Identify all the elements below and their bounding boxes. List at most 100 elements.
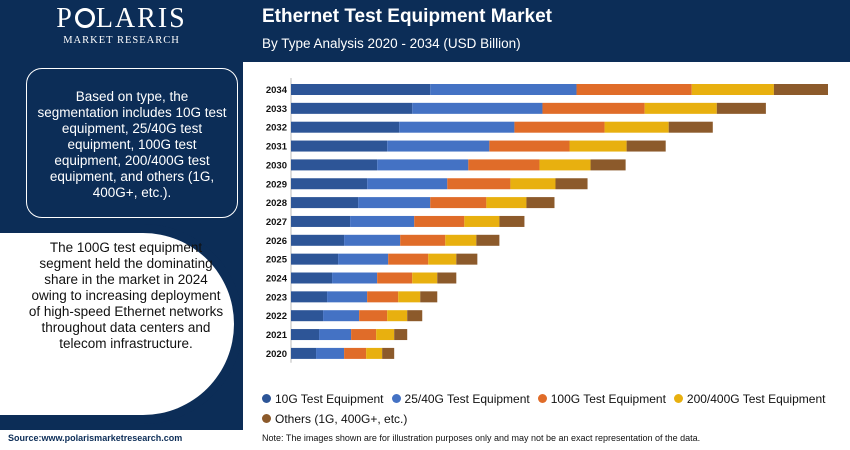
y-tick-label: 2026 — [266, 236, 287, 247]
bar-segment — [291, 329, 320, 341]
y-tick-label: 2027 — [266, 217, 287, 228]
legend-item: 200/400G Test Equipment — [673, 389, 826, 409]
bar-segment — [319, 329, 352, 341]
bar-segment — [668, 121, 713, 133]
bar-segment — [387, 310, 408, 322]
bar-segment — [626, 140, 666, 152]
bar-segment — [291, 102, 413, 114]
legend-label: 200/400G Test Equipment — [686, 392, 826, 406]
bar-segment — [499, 215, 525, 227]
bar-segment — [400, 234, 446, 246]
highlight-circle — [0, 224, 243, 424]
bar-segment — [291, 291, 328, 303]
brand-name: P LARIS — [56, 3, 187, 34]
legend-swatch — [262, 414, 271, 423]
footer — [0, 430, 850, 450]
bar-segment — [542, 102, 645, 114]
y-tick-label: 2031 — [266, 142, 288, 153]
bar-segment — [377, 272, 413, 284]
bar-segment — [445, 234, 477, 246]
y-tick-label: 2023 — [266, 292, 287, 303]
bar-segment — [366, 347, 383, 359]
y-tick-label: 2020 — [266, 349, 287, 360]
bar-segment — [367, 178, 448, 190]
bar-segment — [526, 197, 555, 209]
bar-segment — [291, 215, 351, 227]
legend-swatch — [537, 394, 547, 403]
bar-segment — [539, 159, 591, 171]
bar-segment — [327, 291, 368, 303]
legend-item: Others (1G, 400G+, etc.) — [262, 409, 407, 429]
bar-segment — [394, 329, 408, 341]
chart-legend: 10G Test Equipment 25/40G Test Equipment 1… — [262, 389, 842, 429]
legend-item: 10G Test Equipment — [262, 389, 384, 409]
bar-segment — [489, 140, 570, 152]
y-tick-label: 2028 — [266, 198, 287, 209]
bar-segment — [323, 310, 360, 322]
chart-area: 2034 2033 2032 2031 2030 2029 2028 2027 2026 2025… — [243, 62, 850, 430]
bar-segment — [407, 310, 423, 322]
y-tick-label: 2022 — [266, 311, 287, 322]
bar-segment — [569, 140, 627, 152]
bar-segment — [476, 234, 500, 246]
bar-segment — [291, 347, 317, 359]
bar-segment — [420, 291, 438, 303]
bar-segment — [291, 310, 324, 322]
bar-segment — [604, 121, 669, 133]
bar-segment — [344, 347, 367, 359]
source-text: Source:www.polarismarketresearch.com — [8, 433, 183, 443]
bar-segment — [344, 234, 401, 246]
bar-segment — [291, 140, 388, 152]
bar-segment — [576, 84, 692, 95]
legend-swatch — [262, 394, 271, 403]
brand-logo: P LARIS MARKET RESEARCH — [0, 4, 243, 48]
bar-segment — [291, 159, 378, 171]
bar-segment — [716, 102, 766, 114]
y-tick-label: 2024 — [266, 274, 288, 285]
y-tick-label: 2032 — [266, 123, 287, 134]
y-tick-label: 2034 — [266, 85, 288, 96]
legend-label: 100G Test Equipment — [550, 392, 666, 406]
bar-segment — [486, 197, 527, 209]
legend-swatch — [673, 394, 683, 403]
legend-label: Others (1G, 400G+, etc.) — [275, 412, 408, 426]
highlight-text: The 100G test equipment segment held the… — [28, 240, 224, 351]
bar-segment — [428, 253, 457, 265]
y-tick-label: 2025 — [266, 255, 288, 266]
bar-segment — [590, 159, 626, 171]
bar-segment — [291, 234, 345, 246]
legend-item: 100G Test Equipment — [537, 389, 666, 409]
bar-segment — [291, 178, 368, 190]
bar-segment — [387, 140, 490, 152]
bar-segment — [291, 253, 339, 265]
chart-subtitle: By Type Analysis 2020 - 2034 (USD Billio… — [262, 36, 521, 51]
bar-segment — [456, 253, 478, 265]
bar-segment — [773, 84, 828, 95]
bar-segment — [514, 121, 605, 133]
bar-segment — [367, 291, 399, 303]
y-tick-label: 2021 — [266, 330, 288, 341]
segmentation-note: Based on type, the segmentation includes… — [26, 68, 238, 218]
brand-subtitle: MARKET RESEARCH — [63, 35, 180, 46]
bar-segment — [412, 102, 543, 114]
bar-segment — [382, 347, 395, 359]
bar-segment — [332, 272, 378, 284]
bar-segment — [555, 178, 588, 190]
bar-segment — [468, 159, 540, 171]
bar-segment — [464, 215, 500, 227]
disclaimer-text: Note: The images shown are for illustrat… — [262, 433, 701, 443]
bar-segment — [377, 159, 469, 171]
y-tick-label: 2030 — [266, 160, 287, 171]
bar-segment — [291, 272, 333, 284]
globe-icon — [74, 8, 95, 28]
bar-segment — [351, 329, 377, 341]
bar-segment — [510, 178, 556, 190]
bar-segment — [359, 310, 388, 322]
chart-title: Ethernet Test Equipment Market — [262, 6, 552, 27]
bar-segment — [399, 121, 515, 133]
legend-swatch — [391, 394, 401, 403]
stacked-bar-chart: 2034 2033 2032 2031 2030 2029 2028 2027 2026 2025… — [266, 78, 828, 363]
bar-segment — [388, 253, 429, 265]
bar-segment — [447, 178, 511, 190]
bar-segment — [437, 272, 457, 284]
